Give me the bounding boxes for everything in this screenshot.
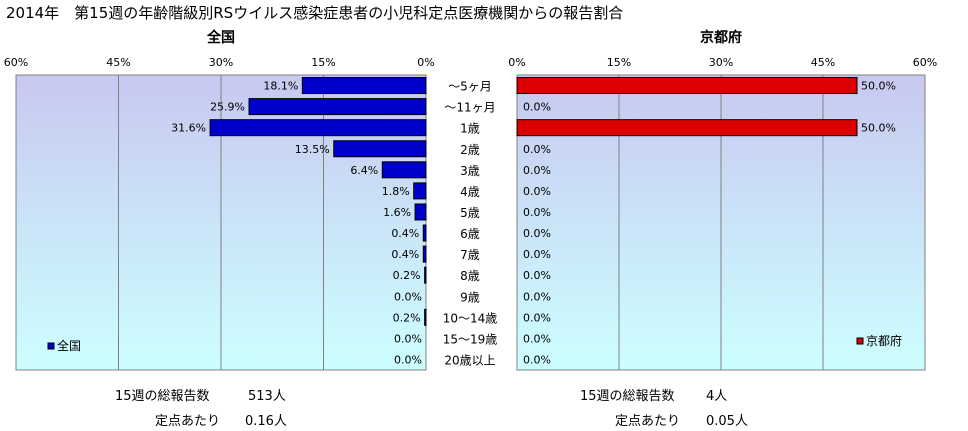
left-data-label: 31.6% [171, 122, 206, 135]
right-bar [516, 77, 858, 95]
left-data-label: 0.2% [393, 269, 421, 282]
right-tick-label: 30% [709, 56, 733, 69]
right-data-label: 0.0% [523, 290, 551, 303]
right-tick-label: 15% [607, 56, 631, 69]
right-total-value: 4人 [706, 389, 728, 404]
left-data-label: 0.0% [394, 353, 422, 366]
left-total-label: 15週の総報告数 [115, 389, 210, 404]
category-label: 20歳以上 [444, 353, 495, 367]
right-legend-swatch [856, 337, 864, 345]
category-label: 8歳 [460, 269, 480, 283]
left-bar [422, 224, 427, 242]
left-data-label: 18.1% [263, 80, 298, 93]
right-bar [516, 119, 858, 137]
category-label: 9歳 [460, 290, 480, 304]
category-label: 10～14歳 [443, 311, 498, 325]
right-panel-title: 京都府 [700, 29, 742, 46]
right-legend-label: 京都府 [866, 333, 902, 348]
left-panel-title: 全国 [206, 29, 235, 46]
left-data-label: 0.0% [394, 332, 422, 345]
left-data-label: 0.4% [391, 227, 419, 240]
left-bar [422, 245, 427, 263]
right-data-label: 0.0% [523, 143, 551, 156]
right-per-value: 0.05人 [706, 414, 748, 429]
category-label: 1歳 [460, 122, 480, 136]
right-total-label: 15週の総報告数 [580, 389, 675, 404]
left-tick-label: 0% [417, 56, 434, 69]
left-total-value: 513人 [248, 389, 286, 404]
left-bar [301, 77, 427, 95]
right-tick-label: 45% [811, 56, 835, 69]
right-data-label: 50.0% [861, 80, 896, 93]
left-bar [381, 161, 427, 179]
left-data-label: 1.8% [382, 185, 410, 198]
right-data-label: 0.0% [523, 332, 551, 345]
left-bar [414, 203, 427, 221]
right-data-label: 0.0% [523, 269, 551, 282]
left-bar [248, 98, 427, 116]
left-tick-label: 15% [311, 56, 335, 69]
left-bar [424, 266, 427, 284]
left-bar [413, 182, 427, 200]
right-data-label: 0.0% [523, 185, 551, 198]
left-legend-swatch [47, 342, 55, 350]
left-data-label: 6.4% [350, 164, 378, 177]
left-data-label: 0.4% [391, 248, 419, 261]
category-label: 6歳 [460, 227, 480, 241]
left-bar [209, 119, 427, 137]
category-label: 2歳 [460, 143, 480, 157]
right-data-label: 0.0% [523, 227, 551, 240]
category-label: 7歳 [460, 248, 480, 262]
chart-title: 2014年 第15週の年齢階級別RSウイルス感染症患者の小児科定点医療機関からの… [6, 4, 624, 22]
right-data-label: 0.0% [523, 248, 551, 261]
left-data-label: 25.9% [210, 101, 245, 114]
left-data-label: 1.6% [383, 206, 411, 219]
left-bar [333, 140, 427, 158]
left-per-label: 定点あたり [155, 414, 221, 429]
left-bar [424, 308, 427, 326]
left-tick-label: 60% [4, 56, 28, 69]
left-tick-label: 30% [209, 56, 233, 69]
right-per-label: 定点あたり [615, 414, 681, 429]
right-data-label: 0.0% [523, 311, 551, 324]
left-per-value: 0.16人 [245, 414, 287, 429]
category-label: ～11ヶ月 [444, 101, 495, 115]
left-data-label: 13.5% [295, 143, 330, 156]
category-label: 4歳 [460, 185, 480, 199]
right-data-label: 0.0% [523, 353, 551, 366]
right-tick-label: 60% [913, 56, 937, 69]
left-data-label: 0.0% [394, 290, 422, 303]
left-tick-label: 45% [106, 56, 130, 69]
category-label: 15～19歳 [443, 332, 498, 346]
left-data-label: 0.2% [393, 311, 421, 324]
right-tick-label: 0% [508, 56, 525, 69]
category-label: ～5ヶ月 [448, 80, 492, 94]
category-label: 3歳 [460, 164, 480, 178]
category-label: 5歳 [460, 206, 480, 220]
right-data-label: 0.0% [523, 101, 551, 114]
left-legend-label: 全国 [57, 338, 81, 353]
right-data-label: 0.0% [523, 206, 551, 219]
right-data-label: 50.0% [861, 122, 896, 135]
right-data-label: 0.0% [523, 164, 551, 177]
